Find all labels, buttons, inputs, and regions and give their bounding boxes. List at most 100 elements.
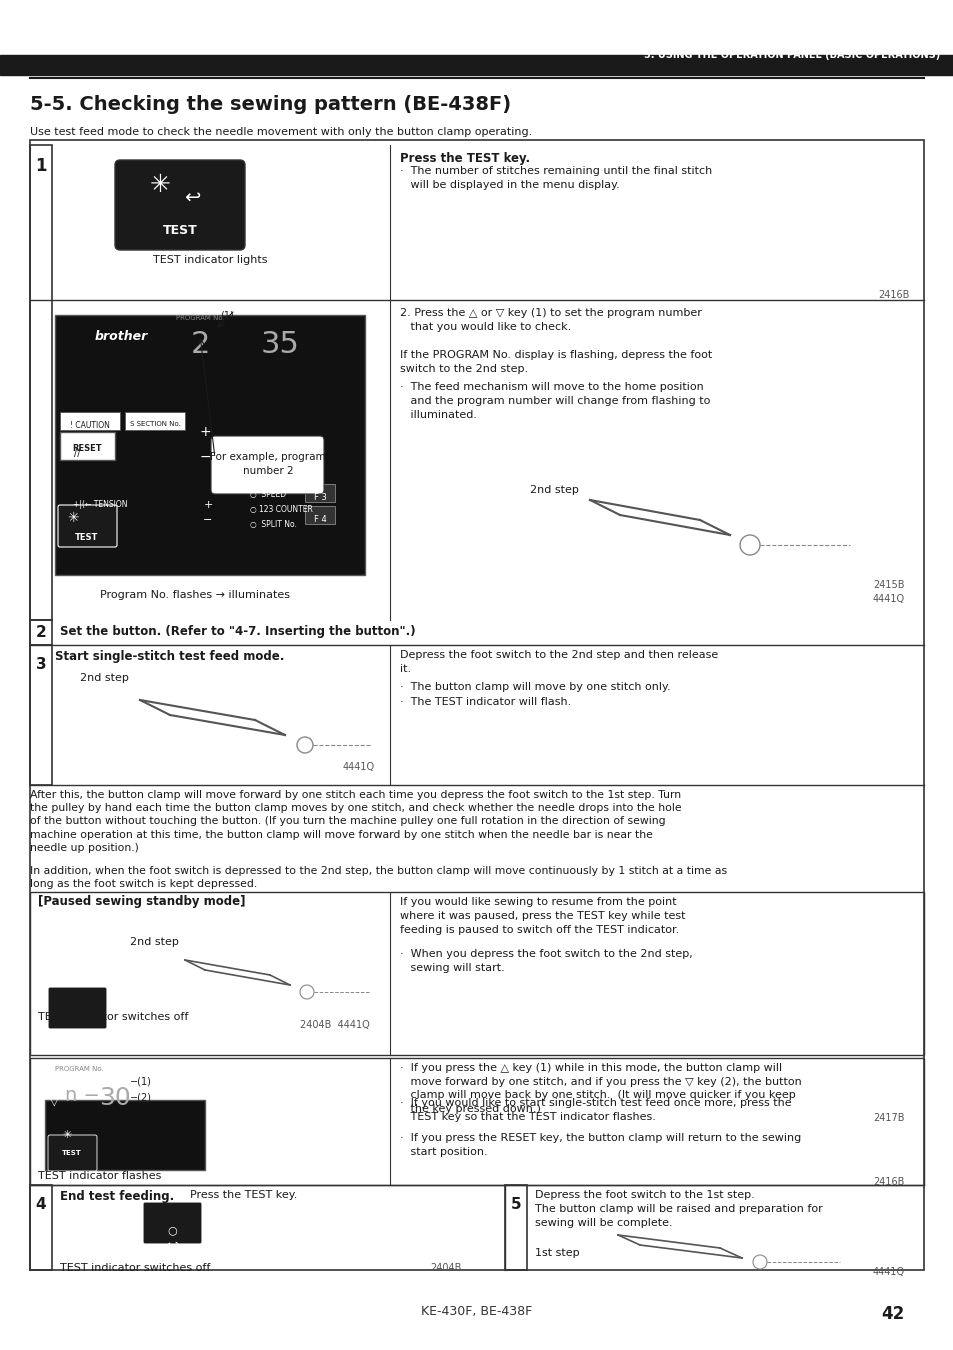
Text: ·  If you press the △ key (1) while in this mode, the button clamp will
   move : · If you press the △ key (1) while in th… (399, 1062, 801, 1114)
Text: Depress the foot switch to the 1st step.
The button clamp will be raised and pre: Depress the foot switch to the 1st step.… (535, 1189, 821, 1228)
Text: If the PROGRAM No. display is flashing, depress the foot
switch to the 2nd step.: If the PROGRAM No. display is flashing, … (399, 350, 712, 374)
Text: 4: 4 (35, 1197, 47, 1212)
Text: ↩: ↩ (71, 944, 83, 958)
Text: ! CAUTION: ! CAUTION (70, 421, 110, 431)
Text: Set the button. (Refer to "4-7. Inserting the button".): Set the button. (Refer to "4-7. Insertin… (60, 625, 416, 639)
FancyBboxPatch shape (58, 505, 117, 547)
Text: 2. Press the △ or ▽ key (1) to set the program number
   that you would like to : 2. Press the △ or ▽ key (1) to set the p… (399, 308, 701, 332)
Text: 2415B: 2415B (873, 580, 904, 590)
FancyBboxPatch shape (48, 987, 107, 1029)
Text: +: + (203, 500, 213, 510)
Text: 4441Q: 4441Q (342, 761, 375, 772)
Text: S SECTION No.: S SECTION No. (130, 421, 180, 427)
Text: −: − (199, 450, 211, 464)
Text: Program No. flashes → illuminates: Program No. flashes → illuminates (100, 590, 290, 599)
Text: ✳: ✳ (67, 512, 78, 525)
Text: +: + (199, 425, 211, 439)
Text: ↩: ↩ (184, 188, 200, 207)
Text: PROGRAM No.: PROGRAM No. (175, 315, 224, 321)
Bar (30, 144, 52, 620)
Bar (30, 645, 52, 784)
Text: 2404B: 2404B (430, 1264, 461, 1273)
Text: 2417B: 2417B (873, 1112, 904, 1123)
Text: 2: 2 (190, 329, 210, 359)
Bar (55, 315, 365, 575)
Text: Press the TEST key.: Press the TEST key. (190, 1189, 297, 1200)
Text: ·  If you press the RESET key, the button clamp will return to the sewing
   sta: · If you press the RESET key, the button… (399, 1133, 801, 1157)
Text: Use test feed mode to check the needle movement with only the button clamp opera: Use test feed mode to check the needle m… (30, 127, 532, 136)
Text: PROGRAM No.: PROGRAM No. (55, 1066, 104, 1072)
Text: ·  The feed mechanism will move to the home position
   and the program number w: · The feed mechanism will move to the ho… (399, 382, 710, 420)
Text: 3: 3 (35, 657, 47, 672)
Text: F 4: F 4 (314, 514, 326, 524)
Bar (0, 55, 953, 76)
Text: −(1): −(1) (130, 1076, 152, 1085)
Text: 1: 1 (35, 157, 47, 176)
FancyBboxPatch shape (48, 1135, 97, 1170)
Text: Start single-stitch test feed mode.: Start single-stitch test feed mode. (55, 649, 284, 663)
Text: [Paused sewing standby mode]: [Paused sewing standby mode] (38, 895, 245, 909)
Text: RESET: RESET (72, 444, 102, 454)
FancyBboxPatch shape (143, 1202, 202, 1243)
FancyBboxPatch shape (115, 161, 245, 250)
Text: ·  The button clamp will move by one stitch only.
·  The TEST indicator will fla: · The button clamp will move by one stit… (399, 682, 670, 707)
Text: In addition, when the foot switch is depressed to the 2nd step, the button clamp: In addition, when the foot switch is dep… (30, 865, 726, 890)
Text: (1): (1) (220, 310, 233, 320)
Bar (305, 485, 335, 502)
Text: −: − (203, 514, 213, 525)
Text: 2nd step: 2nd step (80, 674, 129, 683)
Text: ·  If you would like to start single-stitch test feed once more, press the
   TE: · If you would like to start single-stit… (399, 1098, 791, 1122)
Text: ○: ○ (167, 1224, 176, 1235)
Bar (45, 1100, 205, 1170)
Text: 5-5. Checking the sewing pattern (BE-438F): 5-5. Checking the sewing pattern (BE-438… (30, 95, 511, 113)
Text: 35: 35 (260, 329, 299, 359)
Text: −(2): −(2) (130, 1094, 152, 1103)
Text: 5. USING THE OPERATION PANEL (BASIC OPERATIONS): 5. USING THE OPERATION PANEL (BASIC OPER… (643, 50, 939, 59)
Bar (30, 1058, 923, 1185)
Text: TEST indicator switches off: TEST indicator switches off (38, 1012, 188, 1022)
Text: TEST: TEST (162, 224, 197, 236)
FancyBboxPatch shape (211, 436, 324, 494)
Text: ·  The number of stitches remaining until the final stitch
   will be displayed : · The number of stitches remaining until… (399, 166, 712, 190)
Text: ○  SPEED: ○ SPEED (250, 490, 286, 500)
Text: If you would like sewing to resume from the point
where it was paused, press the: If you would like sewing to resume from … (399, 896, 685, 936)
Text: KE-430F, BE-438F: KE-430F, BE-438F (421, 1305, 532, 1318)
Text: ✳: ✳ (150, 173, 171, 197)
Text: △: △ (50, 1080, 58, 1089)
Text: 42: 42 (881, 1305, 904, 1323)
Bar (30, 140, 923, 1270)
Text: Press the TEST key.: Press the TEST key. (399, 153, 530, 165)
Text: ·  When you depress the foot switch to the 2nd step,
   sewing will start.: · When you depress the foot switch to th… (399, 949, 692, 973)
Text: TEST: TEST (65, 958, 89, 968)
Text: 2nd step: 2nd step (530, 485, 578, 495)
Bar (125, 412, 185, 431)
Text: TEST: TEST (160, 1251, 184, 1261)
Text: 2416B: 2416B (873, 1177, 904, 1187)
Text: ○  SPLIT No.: ○ SPLIT No. (250, 520, 296, 529)
Text: ▽: ▽ (50, 1096, 58, 1106)
Bar (60, 412, 120, 431)
Text: +|(← TENSION: +|(← TENSION (73, 500, 128, 509)
Text: TEST indicator lights: TEST indicator lights (152, 255, 267, 265)
Text: n −: n − (65, 1085, 100, 1106)
Text: TEST indicator flashes: TEST indicator flashes (38, 1170, 161, 1181)
Text: TEST indicator switches off: TEST indicator switches off (60, 1264, 211, 1273)
Text: Depress the foot switch to the 2nd step and then release
it.: Depress the foot switch to the 2nd step … (399, 649, 718, 674)
Text: 2404B  4441Q: 2404B 4441Q (300, 1021, 370, 1030)
Text: ○ 123 COUNTER: ○ 123 COUNTER (250, 505, 313, 514)
Text: 1st step: 1st step (535, 1247, 579, 1258)
Text: ↩: ↩ (166, 1237, 178, 1251)
Bar (305, 506, 335, 524)
Text: 2nd step: 2nd step (130, 937, 178, 946)
Text: ○: ○ (72, 931, 82, 942)
Text: //: // (73, 448, 80, 458)
Text: 4441Q: 4441Q (872, 594, 904, 603)
Text: brother: brother (95, 329, 148, 343)
Text: End test feeding.: End test feeding. (60, 1189, 174, 1203)
Text: TEST: TEST (75, 533, 98, 541)
Text: F 3: F 3 (314, 493, 326, 502)
Bar (60, 432, 115, 460)
Text: After this, the button clamp will move forward by one stitch each time you depre: After this, the button clamp will move f… (30, 790, 680, 853)
Bar (30, 620, 52, 645)
Text: TEST: TEST (62, 1150, 82, 1156)
